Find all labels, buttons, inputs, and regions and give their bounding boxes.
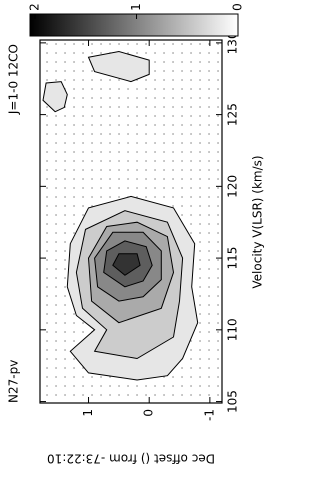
x-tick-label: 115 [226,247,240,270]
x-tick-label: 110 [226,318,240,341]
colorbar-tick-label: 2 [28,3,42,11]
y-tick-label: 0 [142,409,156,417]
x-tick-label: 130 [226,31,240,54]
plot-group: N27-pv J=1-0 12CO Velocity V(LSR) (km/s)… [7,3,265,465]
plot-frame [39,39,223,404]
contour [87,50,150,83]
annotation: J=1-0 12CO [7,44,21,115]
x-tick-label: 120 [226,175,240,198]
y-tick-label: -1 [202,409,216,421]
contour [112,253,141,276]
contour [42,81,68,113]
y-axis-label: Dec offset () from -73:22:10 [47,452,215,466]
chart-title: N27-pv [7,360,21,403]
x-axis-label: Velocity V(LSR) (km/s) [251,155,265,288]
y-tick-label: 1 [81,409,95,417]
colorbar [29,13,239,37]
colorbar-tick-label: 0 [231,3,245,11]
colorbar-tick-label: 1 [129,3,143,11]
x-tick-label: 125 [226,103,240,126]
x-tick-label: 105 [226,390,240,413]
chart: N27-pv J=1-0 12CO Velocity V(LSR) (km/s)… [7,3,265,465]
